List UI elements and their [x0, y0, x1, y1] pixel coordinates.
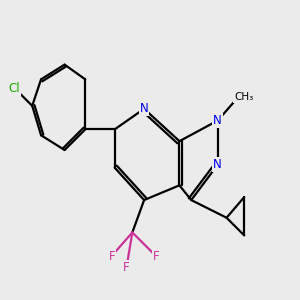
Text: N: N — [213, 114, 222, 127]
Text: F: F — [153, 250, 159, 262]
Text: Cl: Cl — [9, 82, 20, 95]
Text: N: N — [140, 102, 148, 115]
Text: F: F — [123, 261, 130, 274]
Text: F: F — [108, 250, 115, 262]
Text: CH₃: CH₃ — [234, 92, 253, 102]
Text: N: N — [213, 158, 222, 171]
